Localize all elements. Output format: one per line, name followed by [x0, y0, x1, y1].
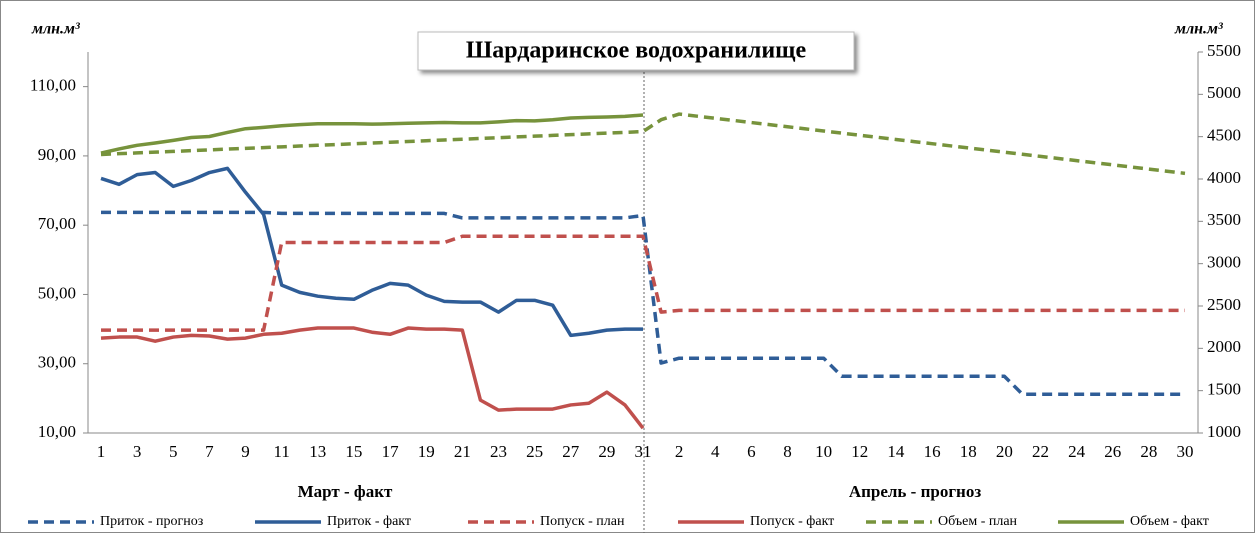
y2-tick-label: 4500 [1207, 126, 1241, 145]
series-line [100, 166, 643, 338]
y2-tick-label: 2000 [1207, 337, 1241, 356]
title-box [417, 31, 855, 71]
y2-tick-label: 3000 [1207, 253, 1241, 272]
legend-label: Попуск - план [540, 514, 625, 529]
y-tick-label: 10,00 [38, 422, 76, 441]
x-tick-label: 31 [635, 442, 652, 461]
x-tick-label: 19 [418, 442, 435, 461]
legend-label: Объем - план [938, 514, 1018, 529]
x-tick-label: 3 [133, 442, 142, 461]
x-tick-label: 28 [1140, 442, 1157, 461]
x-tick-label: 16 [924, 442, 941, 461]
x-tick-label: 20 [996, 442, 1013, 461]
x-tick-label: 27 [562, 442, 580, 461]
x-tick-label: 25 [526, 442, 543, 461]
x-tick-label: 29 [598, 442, 615, 461]
legend-label: Приток - факт [327, 514, 411, 529]
legend-label: Объем - факт [1130, 514, 1209, 529]
y2-axis-unit: млн.м³ [1174, 21, 1223, 38]
x-tick-label: 26 [1104, 442, 1121, 461]
series-line [100, 326, 645, 430]
series-line [101, 210, 1185, 396]
x-tick-label: 11 [273, 442, 289, 461]
x-tick-label: 10 [815, 442, 832, 461]
series-line [100, 112, 1186, 176]
y2-tick-label: 2500 [1207, 295, 1241, 314]
y-tick-label: 110,00 [30, 76, 76, 95]
y2-tick-label: 5500 [1207, 41, 1241, 60]
x-tick-label: 23 [490, 442, 507, 461]
x-tick-label: 14 [887, 442, 905, 461]
x-tick-label: 9 [241, 442, 250, 461]
x-tick-label: 4 [711, 442, 720, 461]
section-label: Апрель - прогноз [849, 482, 982, 501]
y-tick-label: 50,00 [38, 283, 76, 302]
y2-tick-label: 1000 [1207, 422, 1241, 441]
x-tick-label: 15 [345, 442, 362, 461]
x-tick-label: 22 [1032, 442, 1049, 461]
y-tick-label: 70,00 [38, 214, 76, 233]
x-tick-label: 24 [1068, 442, 1086, 461]
y-tick-label: 30,00 [38, 353, 76, 372]
x-tick-label: 8 [783, 442, 792, 461]
legend-label: Приток - прогноз [100, 514, 204, 529]
y2-tick-label: 3500 [1207, 210, 1241, 229]
x-tick-label: 21 [454, 442, 471, 461]
x-tick-label: 5 [169, 442, 178, 461]
legend-label: Попуск - факт [750, 514, 834, 529]
y-axis-unit: млн.м³ [31, 21, 80, 38]
y2-tick-label: 5000 [1207, 83, 1241, 102]
x-tick-label: 6 [747, 442, 756, 461]
x-tick-label: 7 [205, 442, 214, 461]
chart-title: Шардаринское водохранилище [466, 38, 807, 64]
section-label: Март - факт [298, 482, 393, 501]
x-tick-label: 1 [97, 442, 106, 461]
x-tick-label: 30 [1177, 442, 1194, 461]
series-line [101, 234, 1185, 332]
series-line [100, 113, 644, 155]
x-tick-label: 13 [309, 442, 326, 461]
y2-tick-label: 1500 [1207, 380, 1241, 399]
x-tick-label: 17 [382, 442, 400, 461]
x-tick-label: 2 [675, 442, 684, 461]
x-tick-label: 18 [960, 442, 977, 461]
y2-tick-label: 4000 [1207, 168, 1241, 187]
x-tick-label: 12 [851, 442, 868, 461]
y-tick-label: 90,00 [38, 145, 76, 164]
